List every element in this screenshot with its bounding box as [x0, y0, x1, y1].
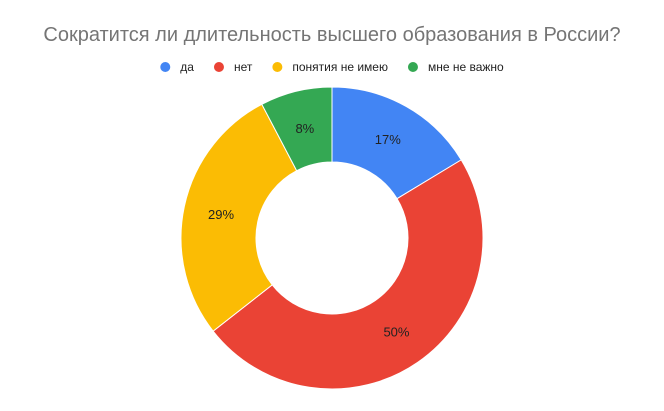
legend-item-2: нет: [213, 60, 253, 74]
donut-slice-3: [180, 103, 298, 332]
chart-legend: да нет понятия не имею мне не важно: [160, 60, 504, 74]
legend-label-3: понятия не имею: [292, 60, 388, 74]
donut-slice-4: [261, 86, 333, 172]
legend-item-3: понятия не имею: [272, 60, 388, 74]
legend-label-4: мне не важно: [428, 60, 504, 74]
chart-slices: [180, 86, 484, 390]
chart-title: Сократится ли длительность высшего образ…: [43, 24, 620, 46]
legend-item-1: да: [160, 60, 194, 74]
legend-label-1: да: [180, 60, 194, 74]
legend-swatch-4: [407, 62, 418, 72]
slice-value-label-2: 50%: [383, 324, 409, 339]
slice-value-label-3: 29%: [208, 207, 234, 222]
slice-value-label-1: 17%: [375, 132, 401, 147]
legend-swatch-1: [160, 62, 171, 72]
legend-label-2: нет: [234, 60, 253, 74]
slice-value-label-4: 8%: [295, 121, 314, 136]
legend-swatch-2: [213, 62, 224, 72]
donut-slice-2: [212, 159, 484, 390]
legend-swatch-3: [272, 62, 283, 72]
chart-slice-labels: 17% 50% 29% 8%: [208, 121, 410, 340]
donut-slice-1: [331, 86, 462, 200]
legend-item-4: мне не важно: [407, 60, 504, 74]
